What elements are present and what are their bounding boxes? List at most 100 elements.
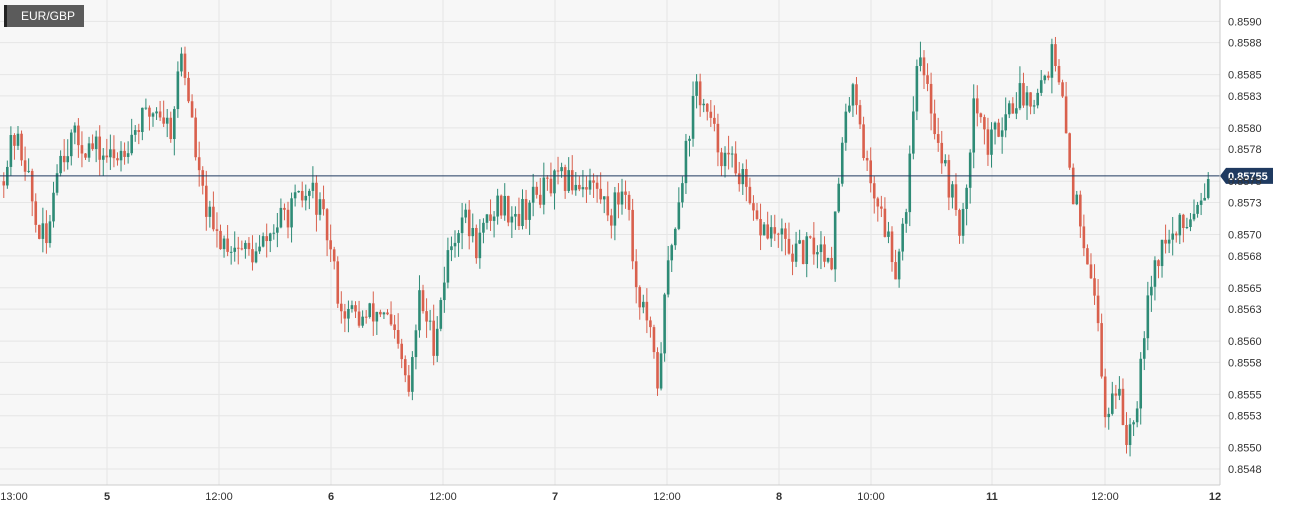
candle-body — [762, 224, 766, 236]
candle-body — [27, 170, 30, 172]
candle-body — [116, 158, 119, 161]
candles — [2, 36, 1210, 457]
candle-body — [84, 153, 87, 158]
candle-body — [1032, 105, 1036, 107]
candle-body — [52, 192, 55, 222]
candle-body — [428, 320, 432, 322]
candle-body — [297, 190, 300, 193]
candle-body — [506, 195, 510, 223]
candle-body — [197, 157, 201, 171]
candle-body — [1171, 233, 1174, 240]
candle-body — [808, 236, 812, 238]
candle-body — [229, 251, 233, 253]
candle-body — [190, 101, 194, 118]
candle-body — [542, 177, 546, 205]
candle-body — [343, 311, 347, 319]
candle-body — [819, 244, 823, 253]
candle-body — [677, 202, 681, 229]
candle-body — [1007, 103, 1011, 115]
candle-body — [464, 209, 467, 218]
candle-body — [631, 209, 634, 262]
candle-body — [336, 261, 340, 304]
candle-body — [1199, 200, 1203, 205]
candle-body — [48, 221, 52, 244]
x-tick-label: 13:00 — [0, 491, 28, 503]
candle-body — [560, 167, 563, 172]
candle-body — [329, 240, 332, 250]
candle-body — [1022, 83, 1025, 106]
candle-body — [531, 186, 535, 203]
candle-body — [293, 192, 297, 199]
candle-body — [901, 223, 904, 252]
candle-body — [148, 107, 151, 117]
candle-body — [165, 117, 169, 124]
candle-body — [219, 230, 222, 250]
candle-body — [322, 199, 325, 210]
candle-body — [55, 173, 59, 193]
candle-body — [1167, 239, 1171, 244]
candle-body — [670, 245, 674, 261]
x-tick-label: 12:00 — [653, 491, 681, 503]
candle-body — [87, 143, 91, 158]
candle-body — [595, 182, 599, 189]
candle-body — [325, 209, 329, 241]
candle-body — [784, 228, 787, 239]
symbol-label: EUR/GBP — [4, 5, 84, 27]
candle-body — [581, 187, 585, 190]
candle-body — [517, 213, 521, 227]
x-tick-label: 7 — [552, 491, 558, 503]
candle-body — [1054, 44, 1057, 66]
candle-body — [1174, 233, 1178, 236]
candle-body — [695, 81, 698, 96]
candle-body — [418, 290, 421, 331]
candle-body — [258, 246, 261, 252]
candle-body — [478, 232, 482, 259]
current-price-label: 0.85755 — [1228, 171, 1268, 183]
candle-body — [1178, 214, 1182, 236]
candle-body — [865, 158, 869, 161]
candle-body — [276, 227, 279, 233]
y-tick-label: 0.8568 — [1228, 251, 1262, 263]
candle-body — [698, 81, 702, 106]
candle-body — [30, 170, 34, 202]
candle-body — [158, 111, 162, 118]
candle-body — [340, 303, 343, 312]
candle-body — [897, 251, 901, 280]
candle-body — [272, 232, 276, 234]
candle-body — [766, 224, 769, 239]
candle-body — [1192, 213, 1196, 220]
y-tick-label: 0.8580 — [1228, 123, 1262, 135]
candle-body — [773, 227, 777, 234]
candle-body — [1096, 295, 1100, 324]
y-tick-label: 0.8558 — [1228, 357, 1262, 369]
candle-body — [926, 75, 929, 84]
candle-body — [993, 122, 997, 130]
candle-body — [62, 155, 66, 163]
x-tick-label: 10:00 — [857, 491, 885, 503]
y-tick-label: 0.8570 — [1228, 230, 1262, 242]
candle-body — [812, 237, 816, 255]
candle-body — [357, 311, 361, 326]
candle-body — [876, 198, 880, 207]
candle-body — [968, 152, 972, 188]
candle-body — [311, 182, 315, 191]
x-tick-label: 5 — [104, 491, 110, 503]
candle-body — [194, 117, 197, 158]
candle-body — [904, 212, 908, 224]
candle-body — [496, 195, 499, 217]
candle-body — [20, 133, 23, 161]
candle-body — [212, 206, 215, 230]
candle-body — [1146, 295, 1150, 339]
candle-body — [730, 153, 734, 155]
y-tick-label: 0.8585 — [1228, 70, 1262, 82]
candle-body — [471, 227, 475, 237]
candle-body — [457, 233, 460, 243]
candle-body — [823, 244, 826, 262]
y-tick-label: 0.8590 — [1228, 16, 1262, 28]
candle-body — [279, 207, 283, 228]
candle-body — [645, 301, 649, 321]
candle-body — [755, 210, 759, 219]
candle-body — [1132, 422, 1135, 425]
candle-body — [748, 186, 752, 204]
candle-body — [492, 216, 496, 221]
